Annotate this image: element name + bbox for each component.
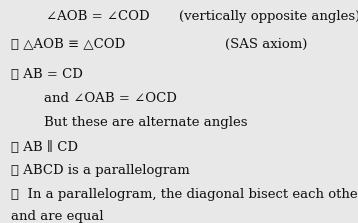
Text: ∷  In a parallelogram, the diagonal bisect each other: ∷ In a parallelogram, the diagonal bisec… bbox=[11, 188, 358, 201]
Text: and are equal: and are equal bbox=[11, 210, 103, 223]
Text: ∴ AB ∥ CD: ∴ AB ∥ CD bbox=[11, 141, 78, 154]
Text: ∴ AB = CD: ∴ AB = CD bbox=[11, 68, 82, 81]
Text: ∠AOB = ∠COD: ∠AOB = ∠COD bbox=[46, 10, 149, 23]
Text: (SAS axiom): (SAS axiom) bbox=[224, 38, 307, 51]
Text: and ∠OAB = ∠OCD: and ∠OAB = ∠OCD bbox=[44, 92, 177, 105]
Text: ∴ ABCD is a parallelogram: ∴ ABCD is a parallelogram bbox=[11, 164, 189, 177]
Text: (vertically opposite angles): (vertically opposite angles) bbox=[179, 10, 358, 23]
Text: ∴ △AOB ≡ △COD: ∴ △AOB ≡ △COD bbox=[11, 38, 125, 51]
Text: But these are alternate angles: But these are alternate angles bbox=[44, 116, 247, 129]
